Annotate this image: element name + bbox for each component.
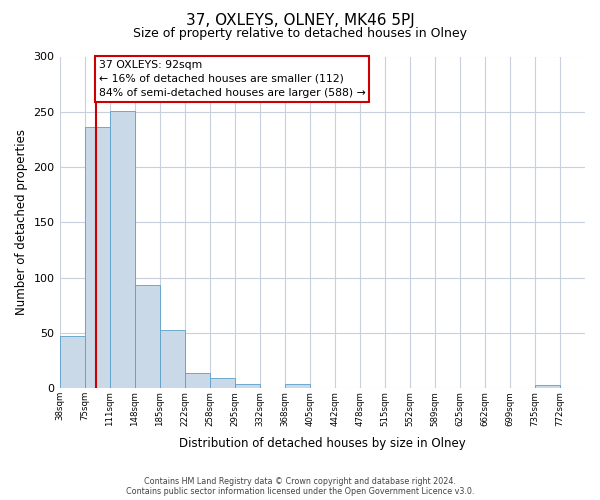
Bar: [85, 128, 110, 388]
Text: Contains public sector information licensed under the Open Government Licence v3: Contains public sector information licen…: [126, 487, 474, 496]
Bar: [185, 373, 209, 388]
X-axis label: Distribution of detached houses by size in Olney: Distribution of detached houses by size …: [179, 437, 466, 450]
Bar: [285, 384, 310, 388]
Text: 37 OXLEYS: 92sqm
← 16% of detached houses are smaller (112)
84% of semi-detached: 37 OXLEYS: 92sqm ← 16% of detached house…: [99, 60, 365, 98]
Bar: [209, 378, 235, 388]
Text: Size of property relative to detached houses in Olney: Size of property relative to detached ho…: [133, 28, 467, 40]
Bar: [110, 110, 134, 388]
Y-axis label: Number of detached properties: Number of detached properties: [15, 130, 28, 316]
Text: 37, OXLEYS, OLNEY, MK46 5PJ: 37, OXLEYS, OLNEY, MK46 5PJ: [185, 12, 415, 28]
Bar: [134, 286, 160, 388]
Bar: [160, 330, 185, 388]
Bar: [235, 384, 260, 388]
Text: Contains HM Land Registry data © Crown copyright and database right 2024.: Contains HM Land Registry data © Crown c…: [144, 477, 456, 486]
Bar: [59, 336, 85, 388]
Bar: [535, 385, 560, 388]
